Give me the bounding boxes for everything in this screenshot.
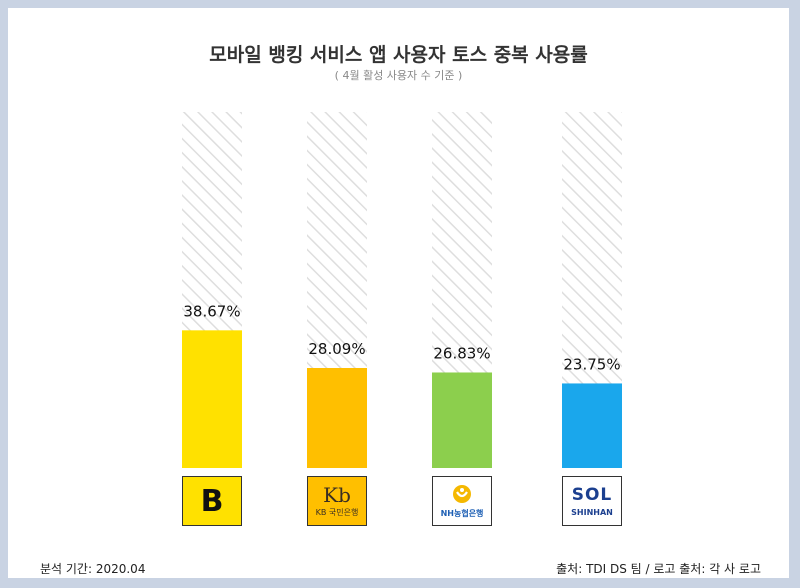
bar [432,372,492,468]
source-credit: 출처: TDI DS 팀 / 로고 출처: 각 사 로고 [556,562,761,576]
shinhan-logo-mark: SOL [571,485,613,505]
nh-emblem-icon [453,485,471,503]
chart-subtitle: ( 4월 활성 사용자 수 기준 ) [334,69,463,82]
chart-title: 모바일 뱅킹 서비스 앱 사용자 토스 중복 사용률 [209,44,588,66]
bar-value-label: 26.83% [433,344,490,362]
kb-logo-text: KB 국민은행 [315,507,359,517]
bar-value-label: 28.09% [308,340,365,358]
bar-chart: 38.67% 28.09% 26.83% 23.75% [182,112,622,468]
nh-logo: NH농협은행 [432,476,492,526]
analysis-period: 분석 기간: 2020.04 [40,562,146,576]
bar [307,367,367,468]
chart-card: 모바일 뱅킹 서비스 앱 사용자 토스 중복 사용률 ( 4월 활성 사용자 수… [8,8,789,578]
shinhan-logo-text: SHINHAN [571,508,613,517]
kbank-logo: B [182,476,242,526]
bar [562,383,622,468]
bar-value-label: 38.67% [183,302,240,320]
shinhan-logo: SOL SHINHAN [562,476,622,526]
kbank-logo-text: B [200,483,224,519]
nh-logo-text: NH농협은행 [440,509,484,518]
bar-value-label: 23.75% [563,355,620,373]
kb-logo: Kb KB 국민은행 [307,476,367,526]
bar [182,330,242,468]
kb-logo-mark: Kb [323,482,351,507]
